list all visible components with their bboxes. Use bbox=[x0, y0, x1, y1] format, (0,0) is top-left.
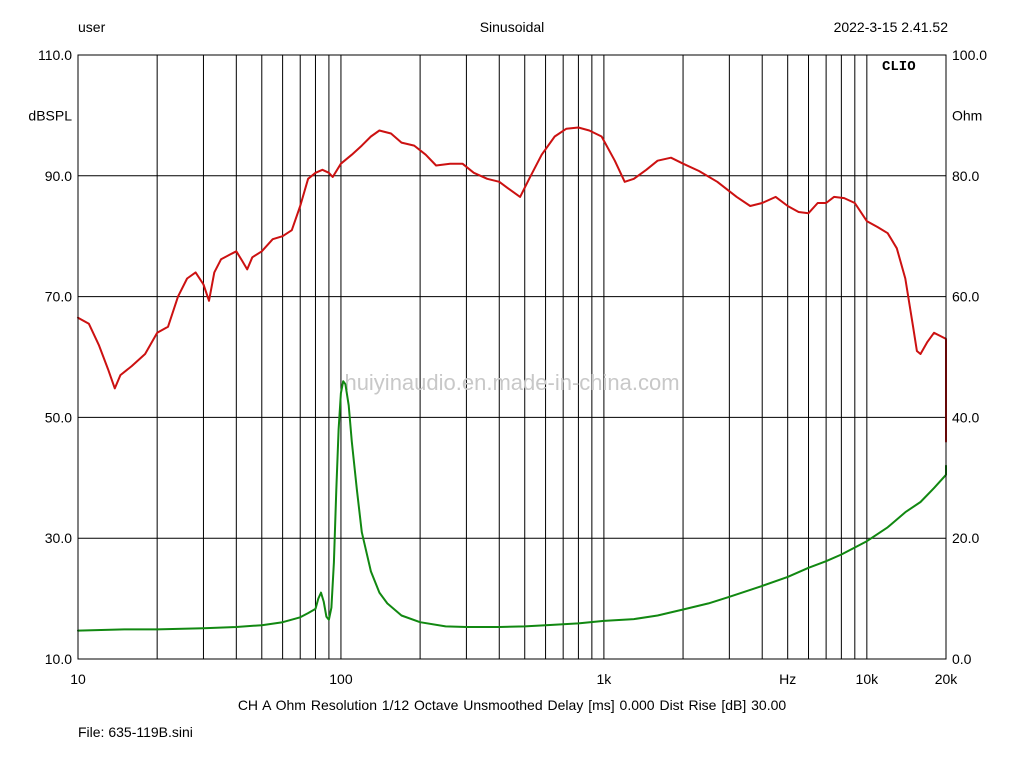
y-right-tick-label: 40.0 bbox=[952, 409, 979, 425]
y-right-tick-label: 80.0 bbox=[952, 168, 979, 184]
file-name: File: 635-119B.sini bbox=[78, 724, 193, 740]
x-tick-label: 1k bbox=[596, 671, 612, 687]
y-left-tick-label: 30.0 bbox=[45, 530, 72, 546]
y-right-axis-label: Ohm bbox=[952, 107, 982, 123]
header-user: user bbox=[78, 19, 106, 35]
y-right-tick-label: 100.0 bbox=[952, 47, 987, 63]
y-right-tick-label: 20.0 bbox=[952, 530, 979, 546]
x-tick-label: 10 bbox=[70, 671, 86, 687]
x-tick-label: Hz bbox=[779, 671, 796, 687]
grid bbox=[78, 55, 946, 659]
impedance-curve bbox=[77, 380, 947, 632]
header-datetime: 2022-3-15 2.41.52 bbox=[833, 19, 948, 35]
x-tick-label: 10k bbox=[856, 671, 880, 687]
y-left-tick-label: 90.0 bbox=[45, 168, 72, 184]
y-left-tick-label: 70.0 bbox=[45, 289, 72, 305]
x-tick-label: 100 bbox=[329, 671, 353, 687]
plot-frame bbox=[77, 54, 947, 660]
axes-layer: 110.090.070.050.030.010.0100.080.060.040… bbox=[28, 47, 987, 687]
x-tick-label: 20k bbox=[935, 671, 959, 687]
y-left-axis-label: dBSPL bbox=[28, 107, 72, 123]
clio-logo: CLIO bbox=[882, 59, 916, 75]
watermark: huiyinaudio.en.made-in-china.com bbox=[344, 370, 679, 395]
y-right-tick-label: 60.0 bbox=[952, 289, 979, 305]
spl-curve bbox=[77, 126, 947, 443]
measurement-info: CH A Ohm Resolution 1/12 Octave Unsmooth… bbox=[237, 697, 787, 713]
y-left-tick-label: 110.0 bbox=[38, 47, 72, 63]
y-right-tick-label: 0.0 bbox=[952, 651, 972, 667]
y-left-tick-label: 50.0 bbox=[45, 409, 72, 425]
series-layer bbox=[77, 126, 947, 632]
header-mode: Sinusoidal bbox=[479, 19, 545, 35]
y-left-tick-label: 10.0 bbox=[45, 651, 72, 667]
